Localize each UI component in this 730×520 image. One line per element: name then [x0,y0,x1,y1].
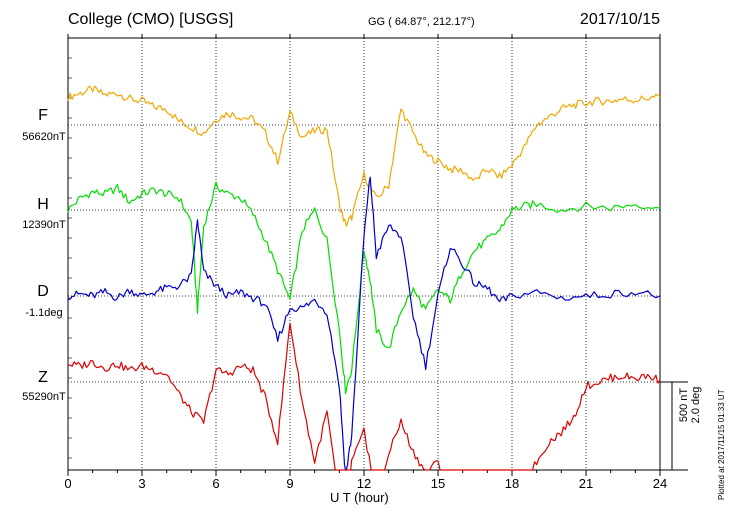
series-line-z [67,322,661,471]
component-label-d: D [37,283,49,300]
station-title: College (CMO) [USGS] [68,11,234,28]
x-tick-label: 9 [286,476,293,491]
scale-nt: 500 nT [678,387,690,423]
baseline-label-d: -1.1deg [25,307,63,319]
component-label-h: H [37,196,49,213]
component-label-z: Z [38,369,48,386]
baseline-label-z: 55290nT [22,391,66,403]
baseline-label-h: 12390nT [22,219,66,231]
series-line-f [67,85,661,227]
x-tick-label: 21 [579,476,593,491]
series-line-d [67,176,661,471]
geographic-coordinates: GG ( 64.87°, 212.17°) [368,16,475,28]
series-line-h [67,181,661,395]
x-axis-title: U T (hour) [330,490,389,505]
baseline-label-f: 56620nT [22,131,66,143]
component-label-f: F [38,107,48,124]
x-tick-label: 15 [431,476,445,491]
x-tick-label: 12 [357,476,371,491]
scale-deg: 2.0 deg [690,386,702,424]
x-tick-label: 18 [505,476,519,491]
x-tick-label: 3 [138,476,145,491]
scale-bar-label: 500 nT 2.0 deg [678,385,702,425]
x-tick-label: 0 [64,476,71,491]
x-tick-label: 24 [653,476,667,491]
plotted-timestamp: Plotted at 2017/11/15 01:33 UT [717,389,726,500]
plot-date: 2017/10/15 [579,11,660,28]
x-tick-label: 6 [212,476,219,491]
